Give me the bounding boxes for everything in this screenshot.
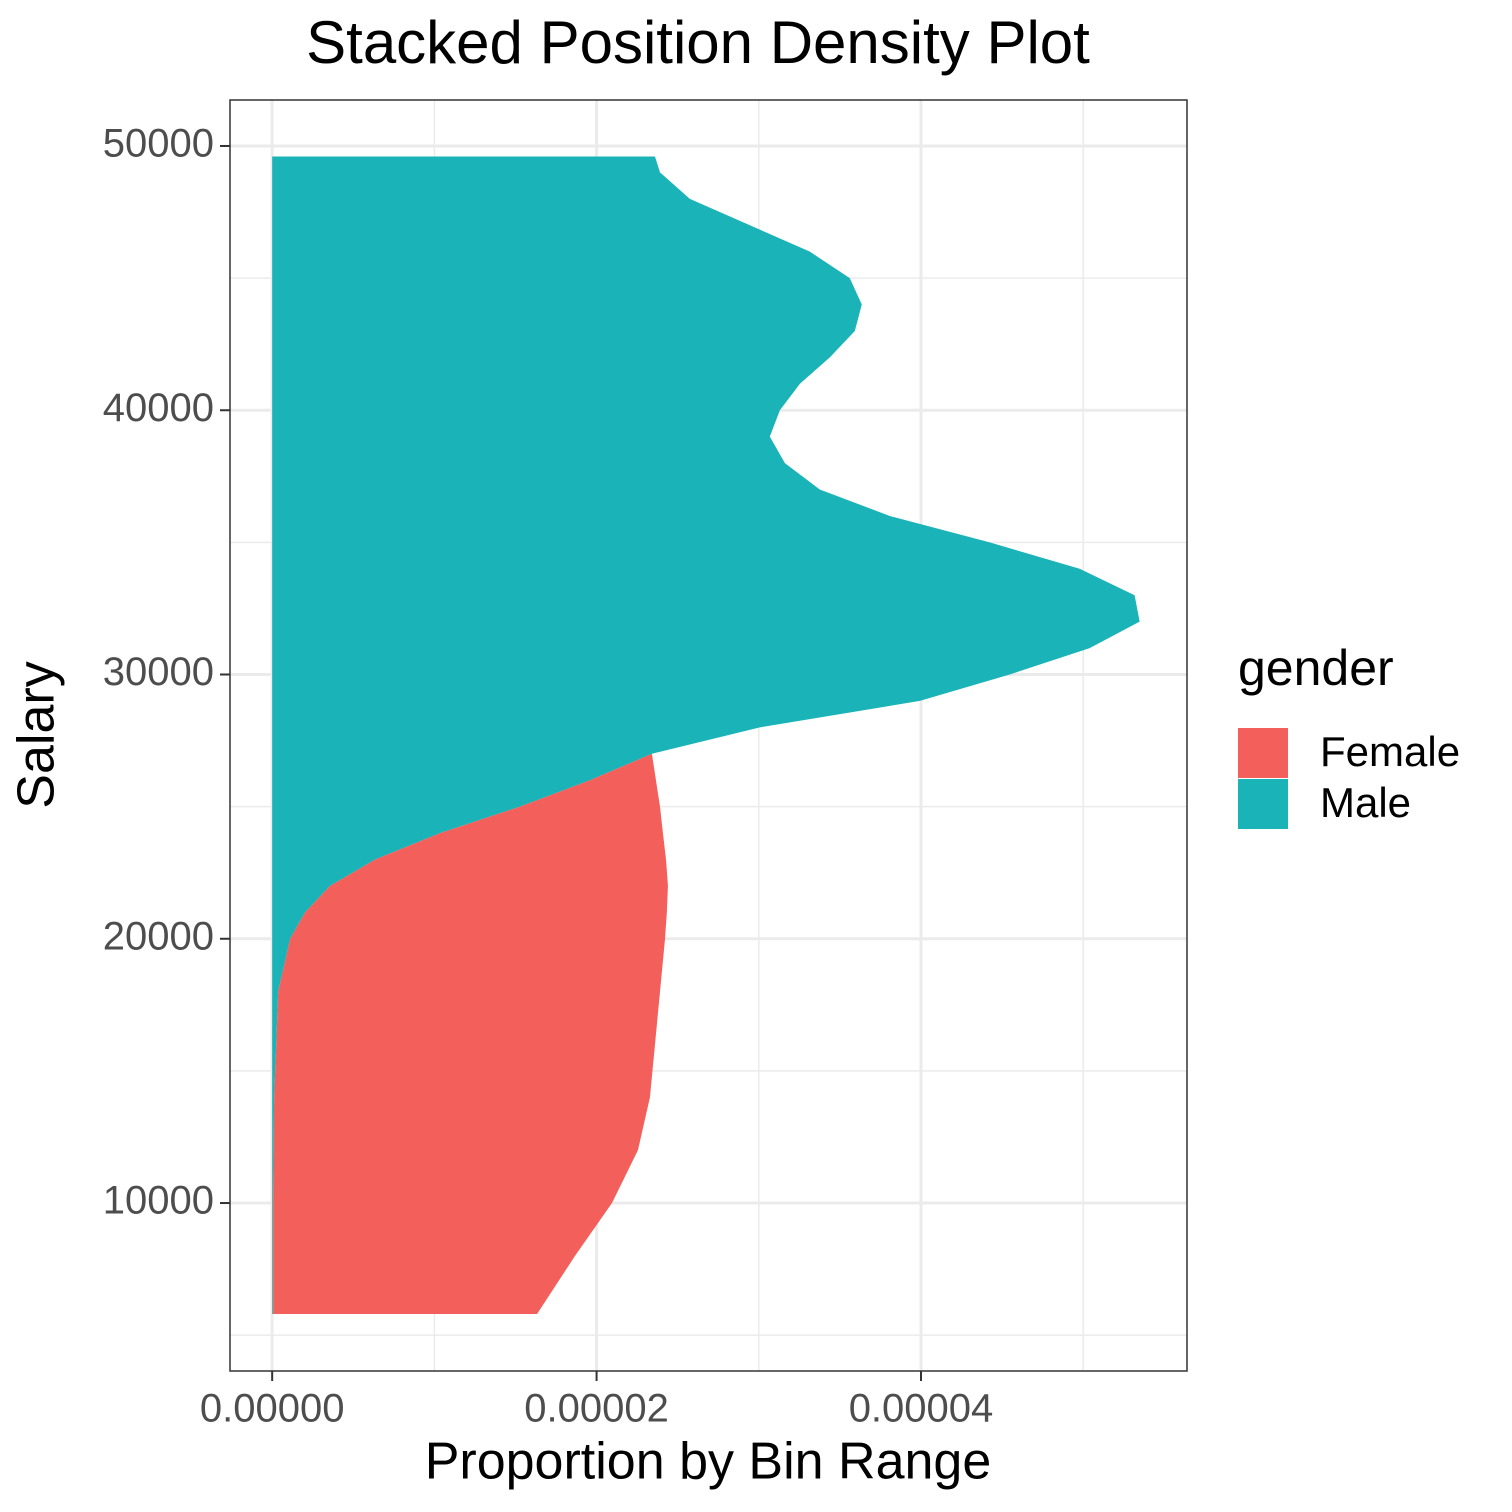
y-tick-label: 20000 — [103, 914, 214, 958]
density-area — [272, 156, 1140, 1315]
y-tick-label: 10000 — [103, 1179, 214, 1223]
x-tick-label: 0.00004 — [849, 1387, 994, 1431]
x-tick-label: 0.00002 — [524, 1387, 669, 1431]
legend-label: Male — [1320, 779, 1411, 826]
chart-title: Stacked Position Density Plot — [306, 9, 1090, 76]
x-axis-title: Proportion by Bin Range — [425, 1433, 992, 1491]
areas — [272, 156, 1140, 1315]
panel-border — [229, 99, 1188, 1372]
axes: 0.00000 0.00002 0.00004 10000 20000 30000 4000… — [103, 122, 994, 1431]
y-tick-label: 40000 — [103, 386, 214, 430]
density-area — [273, 156, 1140, 1315]
x-tick-label: 0.00000 — [200, 1387, 345, 1431]
legend-key — [1238, 779, 1288, 829]
legend-label: Female — [1320, 728, 1460, 775]
y-tick-label: 30000 — [103, 650, 214, 694]
y-tick-label: 50000 — [103, 122, 214, 166]
legend-key — [1238, 728, 1288, 778]
y-axis-title: Salary — [8, 661, 66, 808]
legend-title: gender — [1238, 640, 1394, 696]
